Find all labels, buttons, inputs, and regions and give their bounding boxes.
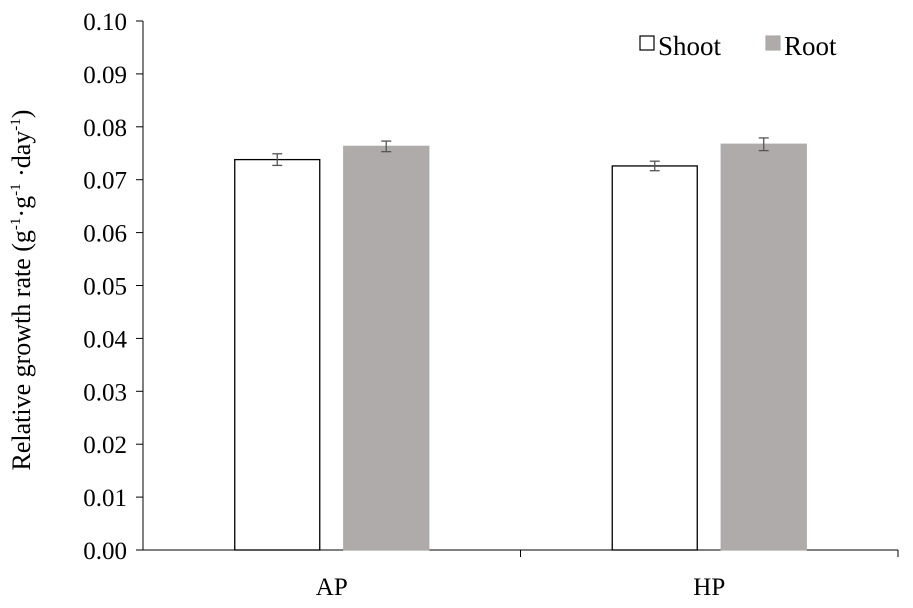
y-tick-label: 0.02 bbox=[83, 432, 127, 459]
y-tick-label: 0.10 bbox=[83, 9, 127, 36]
y-tick-label: 0.09 bbox=[83, 62, 127, 89]
y-tick-label: 0.06 bbox=[83, 221, 127, 248]
x-category-label: HP bbox=[693, 574, 725, 601]
y-tick-label: 0.08 bbox=[83, 115, 127, 142]
bar-root bbox=[343, 145, 430, 551]
y-tick-label: 0.04 bbox=[83, 326, 127, 353]
bar-shoot bbox=[611, 165, 698, 551]
y-tick-label: 0.01 bbox=[83, 485, 127, 512]
bars bbox=[234, 137, 807, 551]
legend: Shoot Root bbox=[639, 31, 837, 61]
y-tick-label: 0.00 bbox=[83, 538, 127, 565]
y-axis-ticks: 0.00 0.01 0.02 0.03 0.04 0.05 0.06 0.07 0.08 0.09… bbox=[83, 9, 143, 565]
x-category-label: AP bbox=[316, 574, 348, 601]
legend-swatch-shoot bbox=[639, 35, 655, 51]
x-axis-categories: AP HP bbox=[316, 550, 899, 601]
y-axis-title: Relative growth rate (g-1·g-1 ·day-1) bbox=[7, 110, 36, 471]
legend-label-shoot: Shoot bbox=[658, 31, 722, 61]
bar-root bbox=[720, 143, 807, 551]
legend-label-root: Root bbox=[784, 31, 837, 61]
bar-shoot bbox=[234, 158, 321, 551]
y-tick-label: 0.03 bbox=[83, 379, 127, 406]
y-tick-label: 0.05 bbox=[83, 274, 127, 301]
legend-swatch-root bbox=[765, 35, 781, 51]
y-tick-label: 0.07 bbox=[83, 168, 127, 195]
